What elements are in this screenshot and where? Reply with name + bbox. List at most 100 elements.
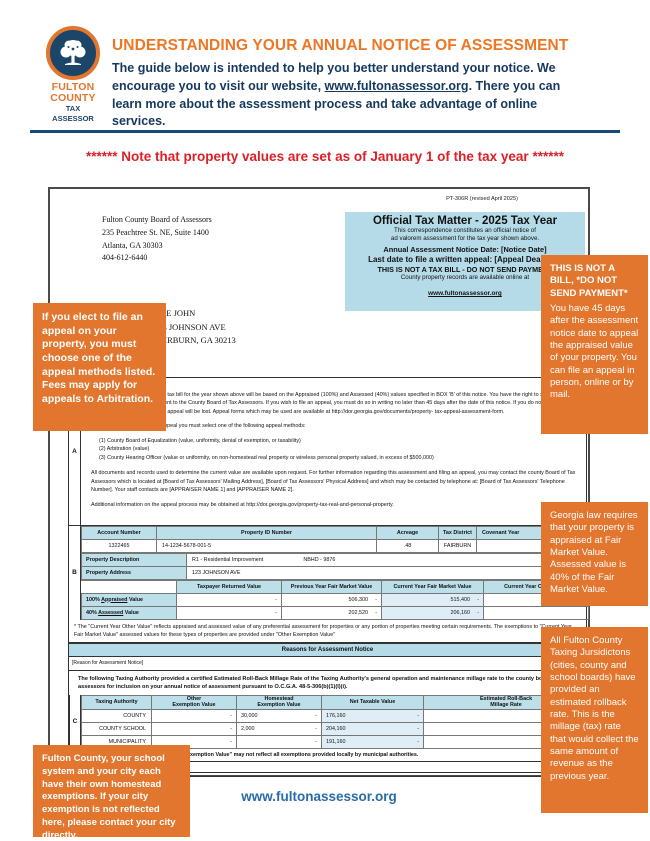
column-header: Homestead Exemption Value xyxy=(236,694,322,711)
january-note-banner: ****** Note that property values are set… xyxy=(86,149,564,164)
intro-paragraph: The guide below is intended to help you … xyxy=(112,60,586,131)
table-row: Taxing Authority Other Exemption Value Ho… xyxy=(81,694,589,711)
column-header: Other Exemption Value xyxy=(151,694,237,711)
nbhd-value: NBHD - 9876 xyxy=(303,556,336,563)
recipient-address-block: DOE JOHN 123 JOHNSON AVE FAIRBURN, GA 30… xyxy=(154,307,236,348)
table-row: Property Address 123 JOHNSON AVE xyxy=(81,565,589,580)
column-header: Previous Year Fair Market Value xyxy=(281,579,382,594)
column-header: Current Year Fair Market Value xyxy=(381,579,484,594)
reasons-header: Reasons for Assessment Notice xyxy=(69,642,586,657)
taxing-authority-table: Taxing Authority Other Exemption Value Ho… xyxy=(81,694,589,750)
reason-placeholder: [Reason for Assessment Notice] xyxy=(69,657,586,671)
acreage-cell: .48 xyxy=(376,538,439,553)
property-desc-table: Property Description R1 - Residential Im… xyxy=(81,552,589,580)
page-title: UNDERSTANDING YOUR ANNUAL NOTICE OF ASSE… xyxy=(112,37,569,54)
column-header: Taxing Authority xyxy=(81,694,152,711)
table-row: 100% Appraised Value - 506,300- 515,400- xyxy=(81,592,589,607)
assessor-address-line: 404-612-6440 xyxy=(102,253,148,263)
callout-not-a-bill-title: THIS IS NOT A BILL, *DO NOT SEND PAYMENT… xyxy=(550,263,628,299)
callout-rollback-rate: All Fulton County Taxing Jursidictons (c… xyxy=(541,627,648,813)
form-revision-label: PT-306R (revised April 2025) xyxy=(446,196,518,202)
rollback-intro: The following Taxing Authority provided … xyxy=(78,675,568,691)
table-row: COUNTY - 30,000- 176,160- - xyxy=(81,709,589,724)
table-row: COUNTY SCHOOL - 2,000- 204,160- - xyxy=(81,722,589,737)
homestead-exemption-cell: - xyxy=(236,735,322,750)
valuation-table: Taxpayer Returned Value Previous Year Fa… xyxy=(81,579,589,620)
property-info-table: Account Number Property ID Number Acreag… xyxy=(81,525,589,553)
other-value-cell xyxy=(483,605,589,620)
sample-notice-document: PT-306R (revised April 2025) Fulton Coun… xyxy=(48,187,590,777)
form-body: A The amount of your ad valorem tax bill… xyxy=(68,377,589,777)
official-box-line: This correspondence constitutes an offic… xyxy=(394,227,536,234)
footer-website-link[interactable]: www.fultonassessor.org xyxy=(241,789,397,804)
assessed-value-label: 40% Assessed Value xyxy=(81,605,177,620)
column-header: Taxpayer Returned Value xyxy=(176,579,282,594)
intro-text-after: . There you can learn more about the ass… xyxy=(112,78,561,129)
appeal-paragraph-1: The amount of your ad valorem tax bill f… xyxy=(91,392,577,415)
intro-text-before: The guide below is intended to help you … xyxy=(112,61,556,93)
column-header: Net Taxable Value xyxy=(321,694,424,711)
column-header: Property ID Number xyxy=(156,525,377,540)
column-header: Tax District xyxy=(438,525,477,540)
other-exemption-cell: - xyxy=(151,709,237,724)
homestead-exemption-cell: 30,000- xyxy=(236,709,322,724)
recipient-line: 123 JOHNSON AVE xyxy=(154,321,226,332)
other-value-footnote: * The "Current Year Other Value" reflect… xyxy=(74,623,572,638)
appraised-value-label: 100% Appraised Value xyxy=(81,592,177,607)
appeal-paragraph-3: All documents and records used to determ… xyxy=(91,470,576,494)
not-a-bill-line: THIS IS NOT A TAX BILL - DO NOT SEND PAY… xyxy=(377,264,553,274)
table-row: Property Description R1 - Residential Im… xyxy=(81,552,589,567)
assessor-address-line: Atlanta, GA 30303 xyxy=(102,240,163,250)
table-row: 1322465 14-1234-5678-001-5 .48 FAIRBURN xyxy=(81,538,589,553)
curr-year-fmv-cell: 206,160- xyxy=(381,605,484,620)
appeal-methods-list: (1) County Board of Equalization (value,… xyxy=(91,437,577,463)
homestead-exemption-cell: 2,000- xyxy=(236,722,322,737)
fulton-county-logo: FULTON COUNTY TAX ASSESSOR xyxy=(39,26,107,123)
table-row: Taxpayer Returned Value Previous Year Fa… xyxy=(81,579,589,594)
other-exemption-cell: - xyxy=(151,722,237,737)
logo-text-fulton: FULTON xyxy=(51,81,95,93)
exemption-footnote: * "Other Exemption Value" and "Homestead… xyxy=(73,752,419,759)
tree-icon xyxy=(60,40,86,65)
section-b: B Account Number Property ID Number Acre… xyxy=(69,525,589,643)
callout-not-a-bill-body: You have 45 days after the assessment no… xyxy=(550,303,639,401)
property-address-label: Property Address xyxy=(81,565,187,580)
table-row: 40% Assessed Value - 202,520- 206,160- xyxy=(81,605,589,620)
taxing-authority-cell: COUNTY SCHOOL xyxy=(81,722,152,737)
returned-value-cell: - xyxy=(176,605,282,620)
website-link[interactable]: www.fultonassessor.org xyxy=(324,78,469,93)
prev-year-fmv-cell: 202,520- xyxy=(281,605,382,620)
appeal-method-item: (2) Arbitration (value) xyxy=(99,446,150,453)
column-header: Account Number xyxy=(81,525,157,540)
section-b-label: B xyxy=(69,525,81,620)
official-box-line: ad valorem assessment for the tax year s… xyxy=(390,235,540,243)
official-box-title: Official Tax Matter - 2025 Tax Year xyxy=(372,215,558,227)
prev-year-fmv-cell: 506,300- xyxy=(281,592,382,607)
recipient-line: FAIRBURN, GA 30213 xyxy=(154,335,236,346)
section-a-label: A xyxy=(69,378,81,525)
table-row: Account Number Property ID Number Acreag… xyxy=(81,525,589,540)
property-id-cell: 14-1234-5678-001-5 xyxy=(156,538,377,553)
section-a: A The amount of your ad valorem tax bill… xyxy=(69,378,586,526)
callout-not-a-bill: THIS IS NOT A BILL, *DO NOT SEND PAYMENT… xyxy=(541,255,648,434)
taxing-authority-cell: COUNTY xyxy=(81,709,152,724)
appeal-paragraph-4: Additional information on the appeal pro… xyxy=(91,501,394,508)
assessor-address-line: 235 Peachtree St. NE, Suite 1400 xyxy=(102,227,209,237)
logo-text-county: COUNTY xyxy=(50,92,96,105)
section-a-content: The amount of your ad valorem tax bill f… xyxy=(81,378,586,525)
callout-homestead-exemptions: Fulton County, your school system and yo… xyxy=(33,745,190,841)
callout-appeal-methods: If you elect to file an appeal on your p… xyxy=(33,303,166,431)
logo-text-tax: TAX xyxy=(65,104,81,114)
notice-date-line: Annual Assessment Notice Date: [Notice D… xyxy=(383,244,547,254)
official-box-link[interactable]: www.fultonassessor.org xyxy=(428,290,502,298)
column-header: Acreage xyxy=(376,525,439,540)
logo-emblem xyxy=(46,26,100,80)
appeal-deadline-line: Last date to file a written appeal: [App… xyxy=(368,254,562,264)
section-c-label: C xyxy=(69,694,81,750)
appeal-paragraph-2: For the purpose of filing your appeal yo… xyxy=(91,423,306,430)
records-online-line: County property records are available on… xyxy=(400,273,530,281)
logo-text-assessor: ASSESSOR xyxy=(52,113,94,123)
appeal-method-item: (3) County Hearing Officer (value or uni… xyxy=(99,454,434,461)
property-description-cell: R1 - Residential Improvement NBHD - 9876 xyxy=(186,552,589,567)
